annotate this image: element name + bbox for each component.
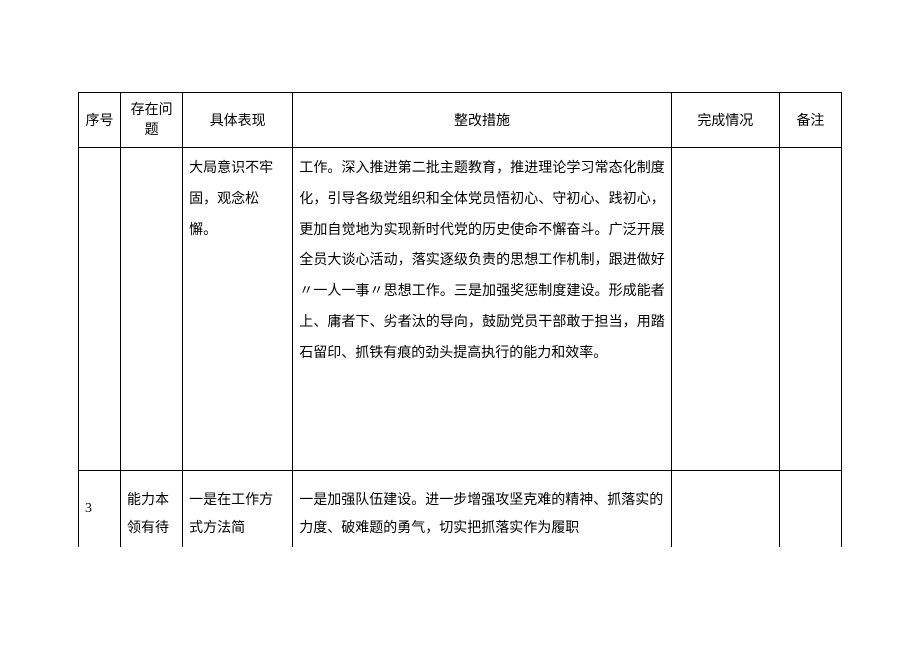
cell-action: 工作。深入推进第二批主题教育，推进理论学习常态化制度化，引导各级党组织和全体党员… xyxy=(293,148,671,471)
cell-performance: 大局意识不牢固，观念松懈。 xyxy=(183,148,293,471)
cell-status xyxy=(671,148,779,471)
cell-performance: 一是在工作方式方法简 xyxy=(183,471,293,548)
col-header-status: 完成情况 xyxy=(671,93,779,148)
col-header-issue: 存在问题 xyxy=(121,93,183,148)
cell-note xyxy=(779,471,841,548)
col-header-performance: 具体表现 xyxy=(183,93,293,148)
col-header-action: 整改措施 xyxy=(293,93,671,148)
table-header-row: 序号 存在问题 具体表现 整改措施 完成情况 备注 xyxy=(79,93,842,148)
cell-action: 一是加强队伍建设。进一步增强攻坚克难的精神、抓落实的力度、破难题的勇气，切实把抓… xyxy=(293,471,671,548)
col-header-note: 备注 xyxy=(779,93,841,148)
table-row: 大局意识不牢固，观念松懈。 工作。深入推进第二批主题教育，推进理论学习常态化制度… xyxy=(79,148,842,471)
table-row: 3 能力本领有待 一是在工作方式方法简 一是加强队伍建设。进一步增强攻坚克难的精… xyxy=(79,471,842,548)
rectification-table: 序号 存在问题 具体表现 整改措施 完成情况 备注 大局意识不牢固，观念松懈。 … xyxy=(78,92,842,547)
cell-note xyxy=(779,148,841,471)
cell-status xyxy=(671,471,779,548)
cell-seq: 3 xyxy=(79,471,121,548)
cell-seq xyxy=(79,148,121,471)
col-header-seq: 序号 xyxy=(79,93,121,148)
document-page: 序号 存在问题 具体表现 整改措施 完成情况 备注 大局意识不牢固，观念松懈。 … xyxy=(0,0,920,651)
cell-issue xyxy=(121,148,183,471)
cell-issue: 能力本领有待 xyxy=(121,471,183,548)
